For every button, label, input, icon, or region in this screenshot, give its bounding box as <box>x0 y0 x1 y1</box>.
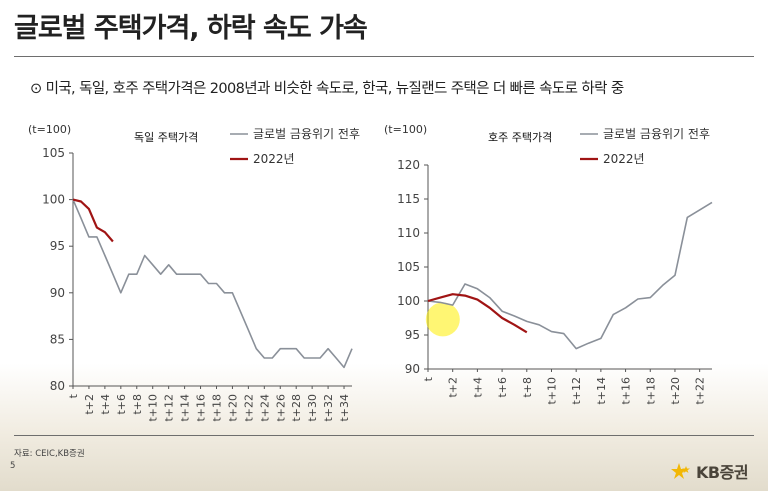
y-tick-label: 115 <box>397 192 420 206</box>
y-tick-label: 110 <box>397 226 420 240</box>
chart-svg: (t=100) 호주 주택가격 90 95 100 105 110 115 120 t t+2 t+4… <box>384 123 713 405</box>
x-tick-label: t+8 <box>131 394 144 415</box>
x-tick-label: t+20 <box>226 394 239 422</box>
x-tick-label: t+16 <box>620 377 633 405</box>
x-tick-label: t+4 <box>471 377 484 398</box>
y-tick-label: 90 <box>405 362 420 376</box>
x-tick-label: t+6 <box>496 377 509 398</box>
page-number: 5 <box>10 461 16 471</box>
y-tick-label: 85 <box>50 332 65 346</box>
series-line-2022 <box>427 293 528 334</box>
x-tick-label: t+22 <box>694 377 707 405</box>
legend-label: 글로벌 금융위기 전후 <box>253 127 360 141</box>
y-tick-label: 100 <box>397 294 420 308</box>
x-tick-label: t <box>67 393 80 398</box>
series-line-2022 <box>72 198 114 243</box>
title-divider <box>14 56 754 57</box>
y-tick-label: 100 <box>42 193 65 207</box>
footer-divider <box>14 435 754 436</box>
y-unit-label: (t=100) <box>384 123 427 136</box>
y-tick-label: 95 <box>50 239 65 253</box>
x-tick-label: t+2 <box>83 394 96 415</box>
x-tick-label: t+10 <box>147 394 160 422</box>
series-line-gfc <box>72 199 353 369</box>
y-tick-label: 95 <box>405 328 420 342</box>
x-tick-label: t+34 <box>338 394 351 422</box>
y-tick-label: 80 <box>50 379 65 393</box>
x-tick-label: t+14 <box>179 394 192 422</box>
x-tick-label: t+16 <box>195 394 208 422</box>
y-unit-label: (t=100) <box>28 123 71 136</box>
y-tick-label: 105 <box>397 260 420 274</box>
x-tick-label: t+14 <box>595 377 608 405</box>
x-tick-label: t+32 <box>322 394 335 422</box>
chart-title: 독일 주택가격 <box>134 130 198 144</box>
x-tick-label: t+4 <box>99 394 112 415</box>
germany-chart: (t=100) 독일 주택가격 80 85 90 95 100 105 t t+2 t+4 t+6 t+… <box>26 118 360 422</box>
x-tick-label: t+20 <box>669 377 682 405</box>
kb-star-icon <box>671 463 690 479</box>
series-line-gfc <box>427 201 713 350</box>
y-tick-label: 90 <box>50 286 65 300</box>
legend-label: 2022년 <box>253 152 295 166</box>
x-tick-label: t+30 <box>306 394 319 422</box>
subtitle-text: 미국, 독일, 호주 주택가격은 2008년과 비슷한 속도로, 한국, 뉴질랜… <box>45 81 625 97</box>
x-tick-label: t+22 <box>242 394 255 422</box>
kb-logo: KB증권 <box>670 459 749 483</box>
x-tick-label: t+10 <box>545 377 558 405</box>
x-tick-label: t+8 <box>521 377 534 398</box>
x-tick-label: t+24 <box>258 394 271 422</box>
subtitle: ⊙ 미국, 독일, 호주 주택가격은 2008년과 비슷한 속도로, 한국, 뉴… <box>30 77 624 98</box>
x-tick-label: t+28 <box>290 394 303 422</box>
x-tick-label: t+18 <box>210 394 223 422</box>
x-tick-label: t+18 <box>644 377 657 405</box>
australia-chart: (t=100) 호주 주택가격 90 95 100 105 110 115 120 t t+2 t+4… <box>382 118 727 408</box>
x-tick-label: t+12 <box>163 394 176 422</box>
source-note: 자료: CEIC,KB증권 <box>14 449 85 459</box>
x-tick-label: t+26 <box>274 394 287 422</box>
x-tick-label: t <box>422 376 435 381</box>
y-tick-label: 120 <box>397 158 420 172</box>
legend-label: 2022년 <box>603 152 645 166</box>
page-title: 글로벌 주택가격, 하락 속도 가속 <box>14 13 368 44</box>
highlight-marker <box>425 302 460 337</box>
x-tick-label: t+6 <box>115 394 128 415</box>
logo-text: KB증권 <box>696 463 749 482</box>
y-tick-label: 105 <box>42 146 65 160</box>
x-tick-label: t+2 <box>447 377 460 398</box>
bullet-icon: ⊙ <box>30 81 42 97</box>
legend-label: 글로벌 금융위기 전후 <box>603 127 710 141</box>
x-tick-label: t+12 <box>570 377 583 405</box>
chart-title: 호주 주택가격 <box>488 131 552 144</box>
